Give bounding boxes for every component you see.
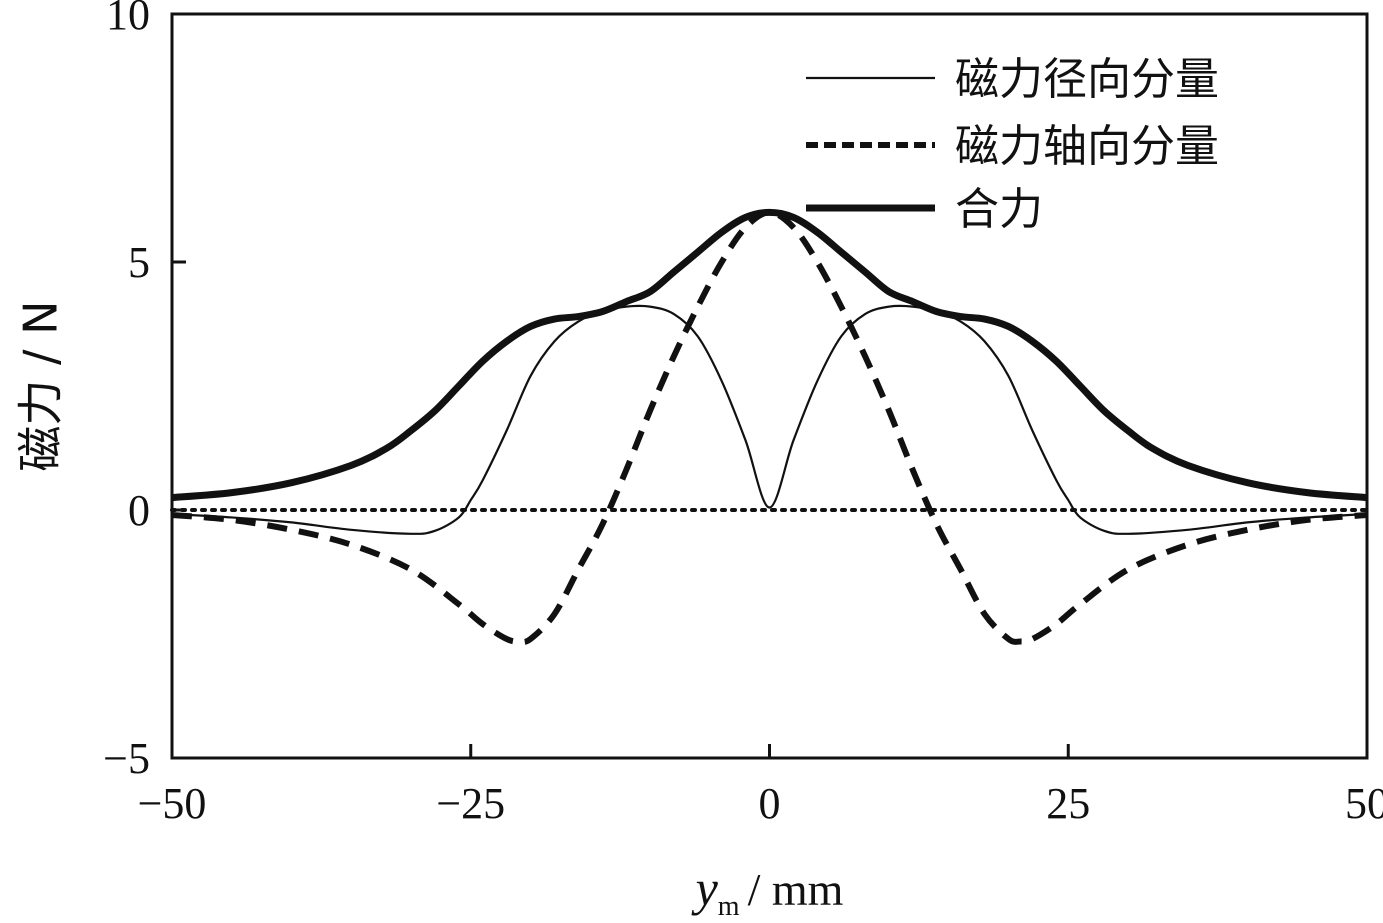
x-axis-subscript: m	[718, 891, 740, 922]
x-axis-symbol: y	[691, 860, 719, 916]
y-tick-label: 0	[128, 486, 150, 535]
x-tick-label: 50	[1345, 779, 1383, 828]
x-tick-label: 0	[759, 779, 781, 828]
x-tick-label: 25	[1046, 779, 1090, 828]
x-axis-unit: / mm	[748, 864, 844, 915]
legend-label: 磁力径向分量	[955, 54, 1219, 105]
y-tick-label: 10	[106, 0, 150, 39]
y-tick-label: 5	[128, 238, 150, 287]
y-tick-label: −5	[103, 734, 150, 783]
legend-label: 磁力轴向分量	[955, 121, 1219, 172]
series-line-dashed	[171, 209, 1368, 645]
y-axis-title: 磁力 / N	[14, 300, 68, 471]
legend-label: 合力	[955, 184, 1043, 235]
x-axis-title: ym / mm	[691, 860, 844, 922]
series-line-thin-solid	[171, 304, 1368, 535]
x-tick-label: −25	[436, 779, 505, 828]
series-line-thick-solid	[171, 208, 1368, 502]
x-tick-label: −50	[138, 779, 207, 828]
series-layer	[170, 208, 1369, 645]
